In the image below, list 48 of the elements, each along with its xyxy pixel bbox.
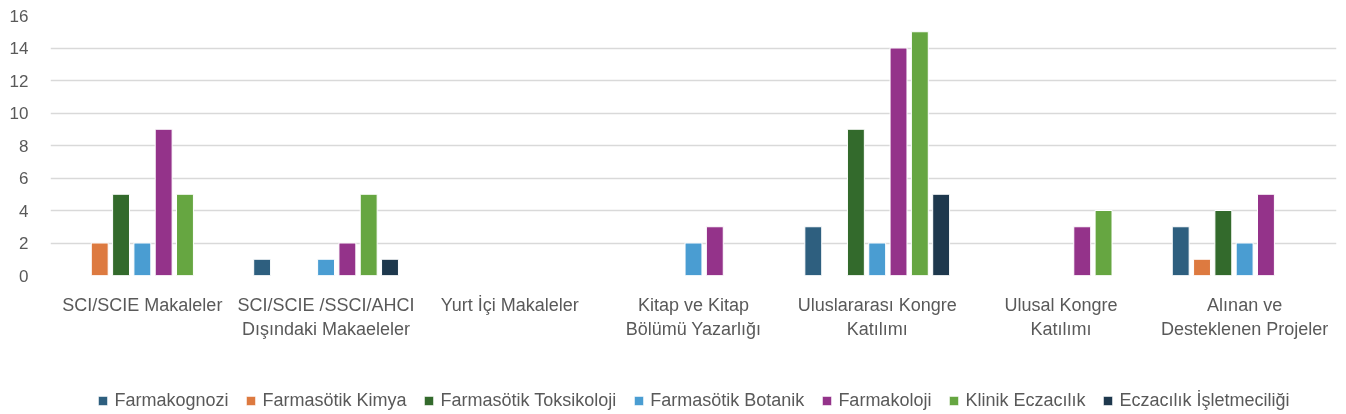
y-tick-label: 0 — [19, 266, 29, 286]
y-tick-label: 16 — [9, 6, 29, 26]
bar — [338, 242, 357, 276]
bar — [910, 31, 929, 276]
x-tick-label: Alınan ve Desteklenen Projeler — [1161, 294, 1329, 339]
bar — [133, 242, 152, 276]
y-tick-label: 12 — [9, 71, 29, 91]
bar — [317, 258, 336, 276]
y-tick-label: 10 — [9, 104, 29, 123]
bar — [684, 242, 703, 276]
legend-label: Farmasötik Kimya — [262, 389, 407, 411]
bar — [804, 226, 823, 276]
bar — [932, 193, 951, 276]
x-tick-label: SCI/SCIE /SSCI/AHCI Dışındaki Makaeleler — [237, 294, 415, 339]
bar — [1171, 226, 1190, 276]
bar — [112, 193, 130, 276]
legend-label: Farmakognozi — [114, 389, 229, 411]
bar — [359, 193, 378, 276]
bar — [1257, 193, 1275, 276]
bar — [1094, 210, 1113, 276]
x-tick-label: Uluslararası Kongre Katılımı — [797, 294, 957, 339]
bar — [1214, 210, 1233, 276]
bar — [253, 258, 272, 276]
bar — [1193, 258, 1211, 276]
y-tick-label: 6 — [19, 169, 29, 188]
legend-label: Klinik Eczacılık — [965, 389, 1086, 411]
bar — [90, 242, 109, 276]
bar — [889, 47, 908, 276]
bar — [1073, 226, 1092, 276]
x-tick-label: Ulusal Kongre Katılımı — [1004, 294, 1118, 339]
y-tick-label: 2 — [19, 234, 29, 253]
legend-label: Eczacılık İşletmeciliği — [1119, 389, 1290, 411]
bar — [381, 258, 399, 276]
legend-label: Farmasötik Botanik — [650, 389, 805, 411]
bar — [868, 242, 887, 276]
y-tick-label: 8 — [19, 136, 29, 156]
bar — [846, 128, 865, 276]
legend-label: Farmakoloji — [838, 389, 932, 411]
y-tick-label: 4 — [19, 201, 29, 221]
y-tick-label: 14 — [9, 39, 29, 58]
x-tick-label: SCI/SCIE Makaleler — [62, 294, 223, 315]
bar — [154, 128, 173, 276]
bar — [1235, 242, 1254, 276]
x-tick-label: Kitap ve Kitap Bölümü Yazarlığı — [625, 294, 762, 339]
bar — [176, 193, 194, 276]
bar — [705, 226, 724, 276]
x-tick-label: Yurt İçi Makaleler — [440, 294, 579, 315]
legend-label: Farmasötik Toksikoloji — [440, 389, 617, 411]
